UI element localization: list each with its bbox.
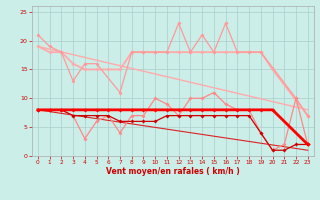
X-axis label: Vent moyen/en rafales ( km/h ): Vent moyen/en rafales ( km/h ) — [106, 167, 240, 176]
